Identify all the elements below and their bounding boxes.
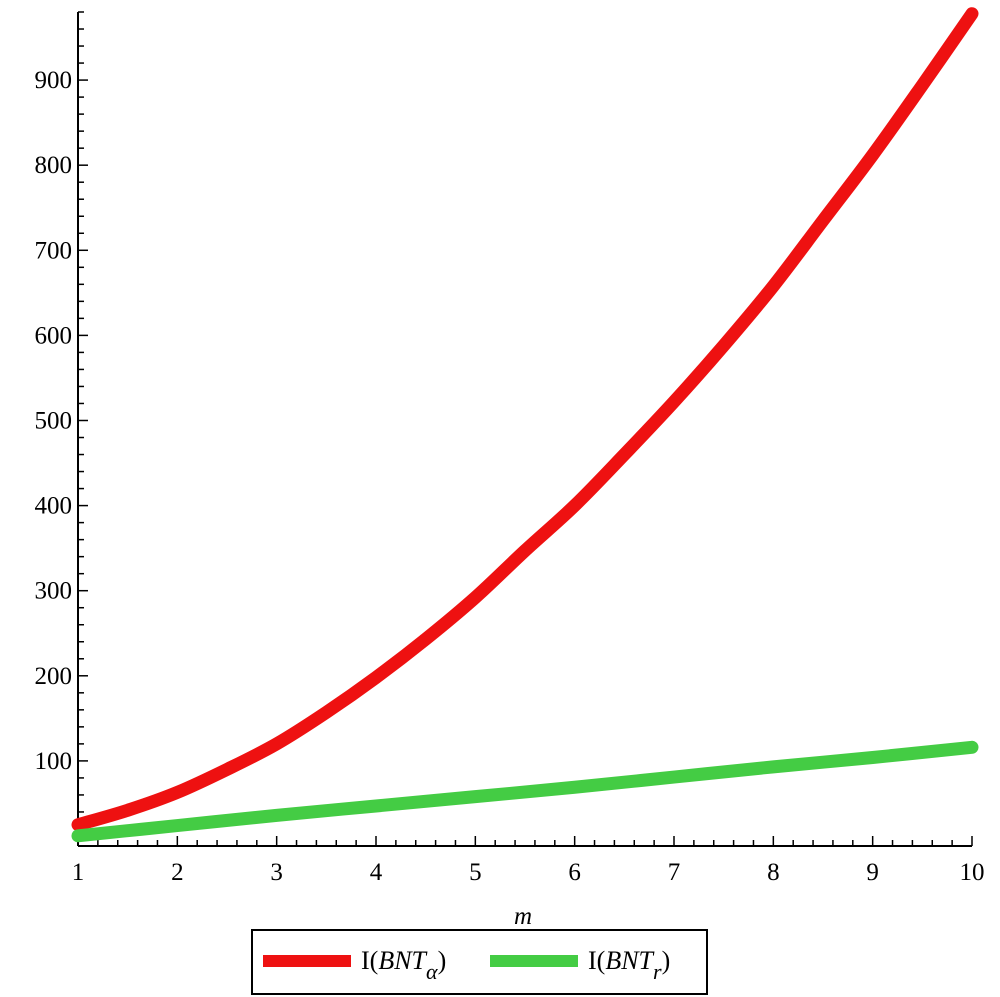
x-axis-title: m: [514, 903, 532, 930]
y-tick-label: 400: [35, 493, 73, 520]
y-tick-label: 900: [35, 67, 73, 94]
legend-item-1: I(BNTα): [263, 946, 446, 984]
x-tick-label: 8: [767, 859, 780, 886]
axes: 100 200 300 400 500 600 700 800 900 1 2 3 4 5 6 7 8 9 10: [35, 11, 985, 886]
y-tick-label: 100: [35, 748, 73, 775]
x-tick-label: 10: [960, 859, 985, 886]
x-tick-label: 4: [370, 859, 383, 886]
legend: I(BNTα) I(BNTr): [251, 929, 708, 995]
y-tick-label: 600: [35, 322, 73, 349]
x-tick-label: 7: [668, 859, 681, 886]
x-tick-label: 2: [171, 859, 184, 886]
x-tick-label: 9: [866, 859, 879, 886]
y-tick-label: 800: [35, 152, 73, 179]
y-tick-label: 500: [35, 407, 73, 434]
series-layer: [71, 7, 979, 843]
legend-label: I(BNTr): [588, 946, 670, 984]
y-tick-label: 300: [35, 578, 73, 605]
legend-label: I(BNTα): [361, 946, 446, 984]
y-tick-label: 200: [35, 663, 73, 690]
x-tick-label: 6: [568, 859, 581, 886]
x-tick-label: 1: [72, 859, 85, 886]
legend-item-2: I(BNTr): [490, 946, 670, 984]
series-line-1: [71, 7, 979, 832]
series-line-2: [71, 740, 979, 843]
y-tick-label: 700: [35, 237, 73, 264]
x-tick-label: 5: [469, 859, 482, 886]
x-tick-label: 3: [270, 859, 283, 886]
